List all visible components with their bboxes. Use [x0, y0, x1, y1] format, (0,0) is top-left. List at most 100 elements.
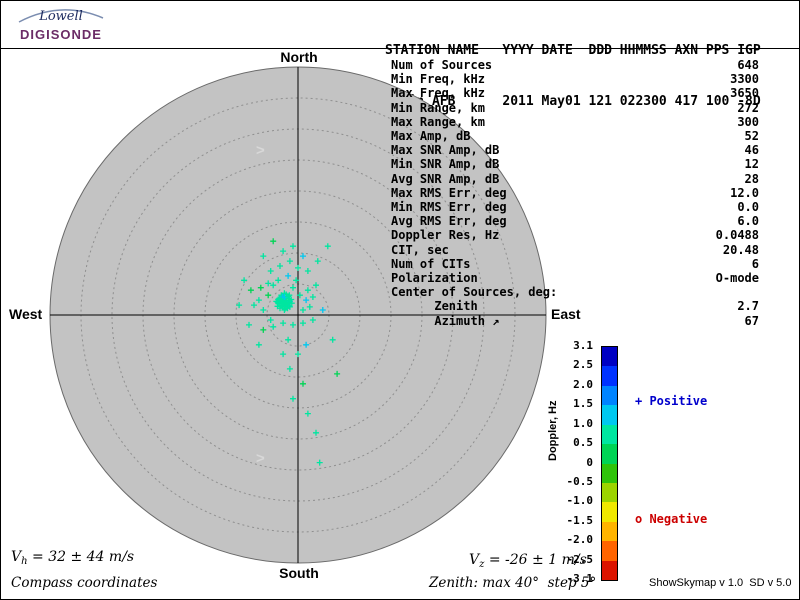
source-marker [300, 307, 306, 313]
colorbar-segment [602, 560, 617, 581]
vertical-velocity-label: Vz = -26 ± 1 m/s [469, 552, 587, 570]
stats-panel: Num of Sources 648 Min Freq, kHz 3300 Max Fr… [391, 58, 759, 328]
lowell-digisonde-logo: Lowell DIGISONDE [9, 6, 113, 48]
source-marker [277, 263, 283, 269]
colorbar-tick-label: -1.5 [566, 513, 594, 527]
stat-value: 3300 [730, 72, 759, 87]
stat-row: Max Freq, kHz 3650 [391, 86, 759, 100]
source-marker [290, 321, 296, 328]
stat-value: 12.0 [730, 185, 759, 200]
colorbar-segment [602, 482, 617, 503]
source-marker [267, 317, 274, 323]
source-marker [286, 258, 293, 265]
source-marker [304, 410, 311, 417]
source-marker [286, 365, 293, 372]
source-marker [296, 292, 303, 299]
source-marker [295, 351, 301, 358]
stat-value: 3650 [730, 86, 759, 101]
stat-row: Zenith 2.7 [391, 299, 759, 313]
stat-label: Min Freq, kHz [391, 72, 485, 87]
source-marker [293, 277, 300, 284]
source-marker [329, 336, 336, 343]
source-marker [303, 341, 310, 348]
colorbar-ticks: 3.1 2.5 2.0 1.5 1.0 0.5 0 -0.5 -1.0 -1.5 -2.0 -2.5 -… [557, 340, 595, 592]
source-marker [285, 293, 292, 300]
stat-value: 0.0488 [715, 228, 759, 243]
source-marker [275, 277, 282, 284]
source-marker [300, 380, 306, 387]
source-marker [241, 277, 248, 284]
stat-label: Zenith [391, 299, 478, 314]
legend-positive: + Positive [635, 394, 708, 408]
stat-value: 12 [744, 157, 759, 172]
rotation-chevron-icon: > [256, 142, 265, 159]
colorbar-tick-label: 0 [586, 455, 593, 469]
stat-value: O-mode [715, 271, 759, 286]
stat-label: Polarization [391, 271, 478, 286]
skymap-plot: >> [49, 66, 547, 564]
source-marker [290, 284, 296, 291]
legend-negative: o Negative [635, 512, 708, 526]
source-marker [255, 341, 262, 348]
source-marker [236, 302, 243, 309]
zenith-range-label: Zenith: max 40° step 5° [429, 575, 597, 591]
stat-value: 20.48 [722, 242, 759, 257]
stat-label: Num of Sources [391, 58, 493, 72]
logo-digisonde-text: DIGISONDE [20, 27, 102, 42]
stat-row: Max Amp, dB 52 [391, 129, 759, 143]
stat-row: Num of Sources 648 [391, 58, 759, 72]
source-marker [260, 326, 267, 333]
stat-value: 272 [737, 100, 759, 115]
source-marker [313, 282, 319, 289]
source-marker [300, 320, 306, 327]
stat-row: Azimuth ↗ 67 [391, 314, 759, 328]
stat-row: Doppler Res, Hz 0.0488 [391, 228, 759, 242]
stat-row: Polarization O-mode [391, 271, 759, 285]
stat-value: 6.0 [737, 214, 759, 229]
colorbar-segment [602, 444, 617, 464]
colorbar-segment [602, 502, 617, 522]
stat-value: 67 [744, 313, 759, 328]
colorbar-segment [602, 424, 617, 445]
stat-row: Max Range, km 300 [391, 115, 759, 129]
colorbar [601, 346, 618, 581]
stat-row: Center of Sources, deg: [391, 285, 759, 299]
stat-row: Avg SNR Amp, dB 28 [391, 172, 759, 186]
colorbar-segment [602, 366, 617, 386]
source-marker [316, 459, 323, 466]
source-marker [246, 321, 252, 328]
source-marker [303, 297, 310, 304]
colorbar-tick-label: 2.0 [573, 377, 593, 391]
stat-value: 6 [751, 256, 759, 271]
source-marker [257, 284, 264, 291]
stat-label: Max Freq, kHz [391, 86, 485, 101]
source-marker [285, 336, 292, 343]
colorbar-tick-label: 0.5 [573, 436, 593, 450]
station-header-columns: STATION NAME YYYY DATE DDD HHMMSS AXN PP… [385, 43, 761, 58]
colorbar-tick-label: -1.0 [566, 494, 594, 508]
stat-row: Max RMS Err, deg 12.0 [391, 186, 759, 200]
source-marker [286, 297, 293, 304]
stat-label: Max SNR Amp, dB [391, 143, 500, 158]
source-marker [300, 253, 306, 260]
source-marker [260, 253, 267, 260]
stat-label: Max Range, km [391, 114, 485, 129]
horizontal-velocity-label: Vh = 32 ± 44 m/s [11, 549, 135, 567]
source-marker [280, 248, 287, 255]
source-marker [265, 280, 272, 287]
stat-label: Min Range, km [391, 100, 485, 115]
stat-row: Min RMS Err, deg 0.0 [391, 200, 759, 214]
source-marker [267, 268, 274, 274]
logo-swoosh-icon [18, 9, 104, 23]
stat-value: 52 [744, 129, 759, 144]
source-marker [290, 395, 296, 402]
source-marker [270, 238, 277, 245]
colorbar-segment [602, 405, 617, 425]
source-marker [314, 258, 321, 265]
coordinate-system-label: Compass coordinates [11, 575, 158, 591]
source-marker [265, 292, 272, 299]
stat-label: Max RMS Err, deg [391, 185, 507, 200]
source-marker [319, 307, 326, 313]
stat-row: Min Freq, kHz 3300 [391, 72, 759, 86]
source-marker [277, 299, 283, 305]
